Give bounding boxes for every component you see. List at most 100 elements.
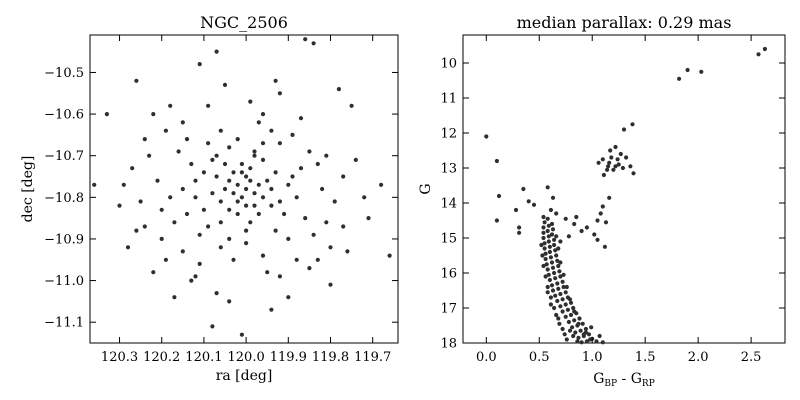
right-point [572,309,577,314]
right-point [609,155,614,160]
left-point [269,203,274,208]
right-point [574,214,579,220]
left-point [163,257,168,262]
right-point [584,225,590,230]
right-point [567,297,573,302]
right-point [546,234,551,239]
right-point [621,127,627,132]
right-point [596,160,601,165]
right-point [558,304,563,309]
left-point [184,137,190,142]
left-y-tick-label: −10.5 [44,66,84,81]
left-plot-frame [89,34,399,344]
right-point [547,277,553,283]
left-point [252,203,257,208]
right-x-axis-label: GBP - GRP [593,371,655,389]
right-point [546,239,551,244]
right-x-ticks: 0.0 0.5 1.0 1.5 2.0 2.5 [476,35,761,365]
left-point [315,161,320,167]
right-x-tick-label: 1.0 [582,350,603,365]
left-point [138,199,143,204]
right-point [556,246,561,251]
right-point [494,218,499,223]
right-point [600,340,605,345]
right-point [548,207,554,213]
left-point [235,137,240,142]
left-point [260,195,266,200]
left-point [147,153,152,158]
left-point [235,211,240,217]
left-point [231,257,236,262]
left-point [256,211,261,217]
left-point [298,166,304,171]
right-point [539,242,544,248]
right-point [606,164,611,169]
left-point [366,216,371,221]
left-point [134,228,139,233]
right-point [557,321,562,326]
right-point [543,251,548,256]
right-point [553,276,558,281]
right-y-tick-label: 10 [440,57,457,72]
right-point [531,202,537,207]
left-x-ticks: 120.3 120.2 120.1 120.0 119.9 119.8 119.7 [101,35,391,365]
left-point [252,153,257,158]
right-x-tick-label: 0.0 [476,350,497,365]
left-point [210,157,215,162]
left-point [121,182,126,187]
left-point [286,182,291,187]
left-point [273,78,278,83]
left-point [142,137,147,142]
left-point [256,182,261,187]
left-point [214,153,219,158]
left-point [104,112,109,117]
right-point [548,295,554,300]
left-point [248,99,253,104]
right-point [541,225,546,230]
right-point [540,253,545,258]
left-x-tick-label: 119.7 [354,350,391,365]
right-point [541,235,546,241]
right-point [554,312,559,318]
left-point [92,182,97,187]
left-point [324,153,329,158]
left-point [311,41,316,46]
left-point [231,170,236,175]
left-point [248,220,253,225]
left-y-axis-label: dec [deg] [20,156,36,223]
left-point [227,207,232,212]
right-point [552,270,557,276]
left-point [214,174,219,179]
left-point [387,253,392,258]
right-point [566,234,572,239]
right-y-tick-label: 13 [440,162,457,177]
left-point [332,199,337,204]
right-point [699,69,704,74]
right-point [580,321,585,326]
right-point [556,316,561,321]
left-point [290,174,295,179]
right-point [496,193,502,199]
left-point [227,299,232,304]
right-point [543,256,548,262]
right-point [628,164,633,169]
right-x-tick-label: 0.5 [529,350,550,365]
left-point [265,178,270,183]
right-point [568,300,574,305]
left-point [227,145,232,150]
left-point [197,62,202,67]
left-y-tick-label: −10.9 [44,232,84,247]
right-point [565,307,571,312]
left-point [244,228,249,233]
right-point [546,223,551,228]
right-point [615,157,620,162]
right-point [558,239,563,244]
right-point [576,321,581,326]
left-point [168,103,173,108]
right-point [550,227,556,232]
left-point [273,228,278,233]
left-point [277,199,282,204]
left-point [222,82,228,87]
left-point [130,166,135,171]
right-point [547,249,553,255]
